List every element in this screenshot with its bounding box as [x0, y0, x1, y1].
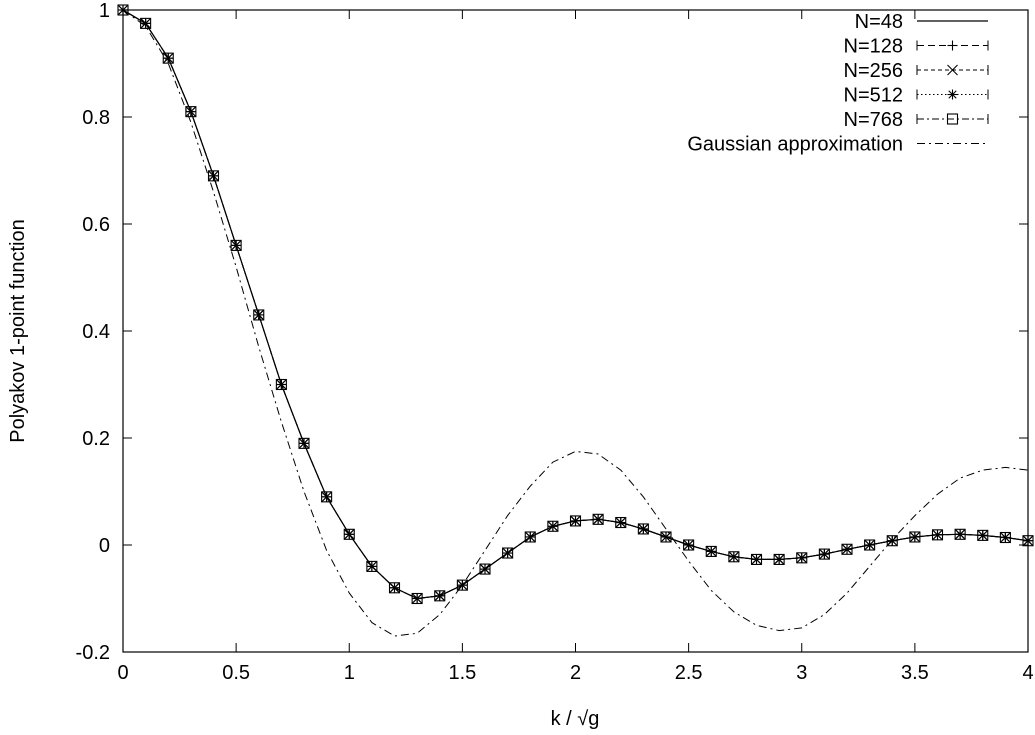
- data-point: [480, 564, 490, 575]
- data-point: [321, 491, 333, 503]
- data-point: [750, 553, 763, 565]
- legend-label: Gaussian approximation: [687, 134, 903, 156]
- legend-marker: [947, 40, 958, 51]
- legend-label: N=768: [844, 109, 904, 131]
- data-point: [162, 52, 174, 64]
- x-tick-label: 3.5: [901, 662, 929, 684]
- y-tick-label: 0: [99, 535, 110, 557]
- data-point: [615, 516, 627, 529]
- data-point: [411, 592, 423, 605]
- data-point: [864, 540, 875, 550]
- legend-item: N=48: [855, 11, 988, 33]
- x-tick-label: 3: [796, 662, 807, 684]
- data-point: [773, 553, 785, 565]
- data-point: [1022, 535, 1034, 547]
- data-point: [502, 547, 514, 559]
- x-tick-label: 2.5: [675, 662, 703, 684]
- y-axis-label: Polyakov 1-point function: [7, 219, 29, 442]
- data-point: [208, 170, 219, 181]
- legend-item: N=128: [844, 36, 989, 58]
- x-tick-label: 0.5: [222, 662, 250, 684]
- x-tick-label: 0: [117, 662, 128, 684]
- data-point: [660, 531, 672, 543]
- x-tick-labels: 0 0.5 1 1.5 2 2.5 3 3.5 4: [117, 662, 1033, 684]
- data-point: [999, 531, 1011, 544]
- x-tick-label: 2: [570, 662, 581, 684]
- legend-marker: [947, 64, 958, 76]
- data-point: [886, 535, 898, 547]
- series-line-n-768: [122, 9, 1029, 600]
- legend-label: N=512: [844, 85, 904, 107]
- series-gaussian-approximation: [122, 9, 1029, 637]
- data-point: [931, 529, 944, 541]
- legend-item: N=768: [844, 109, 989, 131]
- data-point: [615, 517, 626, 528]
- legend-label: N=128: [844, 36, 904, 58]
- series-line-gaussian-approximation: [122, 9, 1029, 637]
- data-point: [321, 491, 332, 502]
- y-tick-labels: -0.2 0 0.2 0.4 0.6 0.8 1: [76, 0, 110, 664]
- data-point: [819, 549, 830, 560]
- data-point: [864, 539, 876, 551]
- data-point: [728, 551, 740, 563]
- data-point: [366, 560, 378, 572]
- data-point: [909, 531, 920, 542]
- data-point: [479, 563, 491, 575]
- data-point: [298, 437, 310, 449]
- data-point: [683, 539, 695, 551]
- legend-marker: [947, 89, 958, 100]
- y-tick-label: 0.2: [82, 428, 110, 450]
- data-point: [977, 529, 989, 541]
- legend-label: N=48: [855, 11, 903, 33]
- legend-item: N=256: [844, 60, 989, 82]
- data-point: [117, 4, 129, 16]
- y-tick-label: 0.6: [82, 214, 110, 236]
- legend-item: Gaussian approximation: [687, 134, 988, 156]
- data-point: [1023, 535, 1033, 546]
- x-axis-label: k / √g: [551, 708, 600, 730]
- data-point: [163, 53, 174, 64]
- y-tick-label: 1: [99, 0, 110, 22]
- series-layer: [117, 4, 1034, 637]
- data-point: [954, 528, 966, 540]
- data-point: [841, 543, 853, 555]
- data-point: [547, 520, 559, 532]
- y-tick-label: 0.4: [82, 321, 110, 343]
- data-point: [592, 513, 604, 525]
- legend-item: N=512: [844, 85, 989, 107]
- data-point: [140, 17, 152, 29]
- data-point: [276, 379, 287, 390]
- data-point: [524, 531, 536, 543]
- data-point: [388, 582, 401, 594]
- x-tick-label: 4: [1022, 662, 1033, 684]
- data-point: [207, 170, 220, 182]
- x-tick-label: 1.5: [448, 662, 476, 684]
- legend-marker: [946, 113, 959, 125]
- data-point: [638, 523, 649, 534]
- data-point: [796, 552, 808, 564]
- data-point: [185, 106, 197, 118]
- data-point: [456, 579, 468, 591]
- data-point: [253, 309, 265, 321]
- y-tick-label: 0.8: [82, 107, 110, 129]
- data-point: [637, 523, 649, 535]
- data-point: [909, 531, 921, 543]
- data-point: [705, 545, 717, 557]
- data-point: [525, 531, 536, 542]
- data-point: [434, 590, 446, 602]
- y-tick-label: -0.2: [76, 642, 110, 664]
- data-point: [570, 515, 581, 526]
- data-point: [231, 240, 242, 251]
- data-point: [569, 515, 582, 527]
- legend-label: N=256: [844, 60, 904, 82]
- series-n-768: [117, 4, 1034, 605]
- data-point: [275, 378, 287, 391]
- data-point: [344, 529, 355, 540]
- data-point: [343, 528, 355, 540]
- data-point: [230, 239, 242, 251]
- x-tick-label: 1: [344, 662, 355, 684]
- data-point: [818, 548, 830, 560]
